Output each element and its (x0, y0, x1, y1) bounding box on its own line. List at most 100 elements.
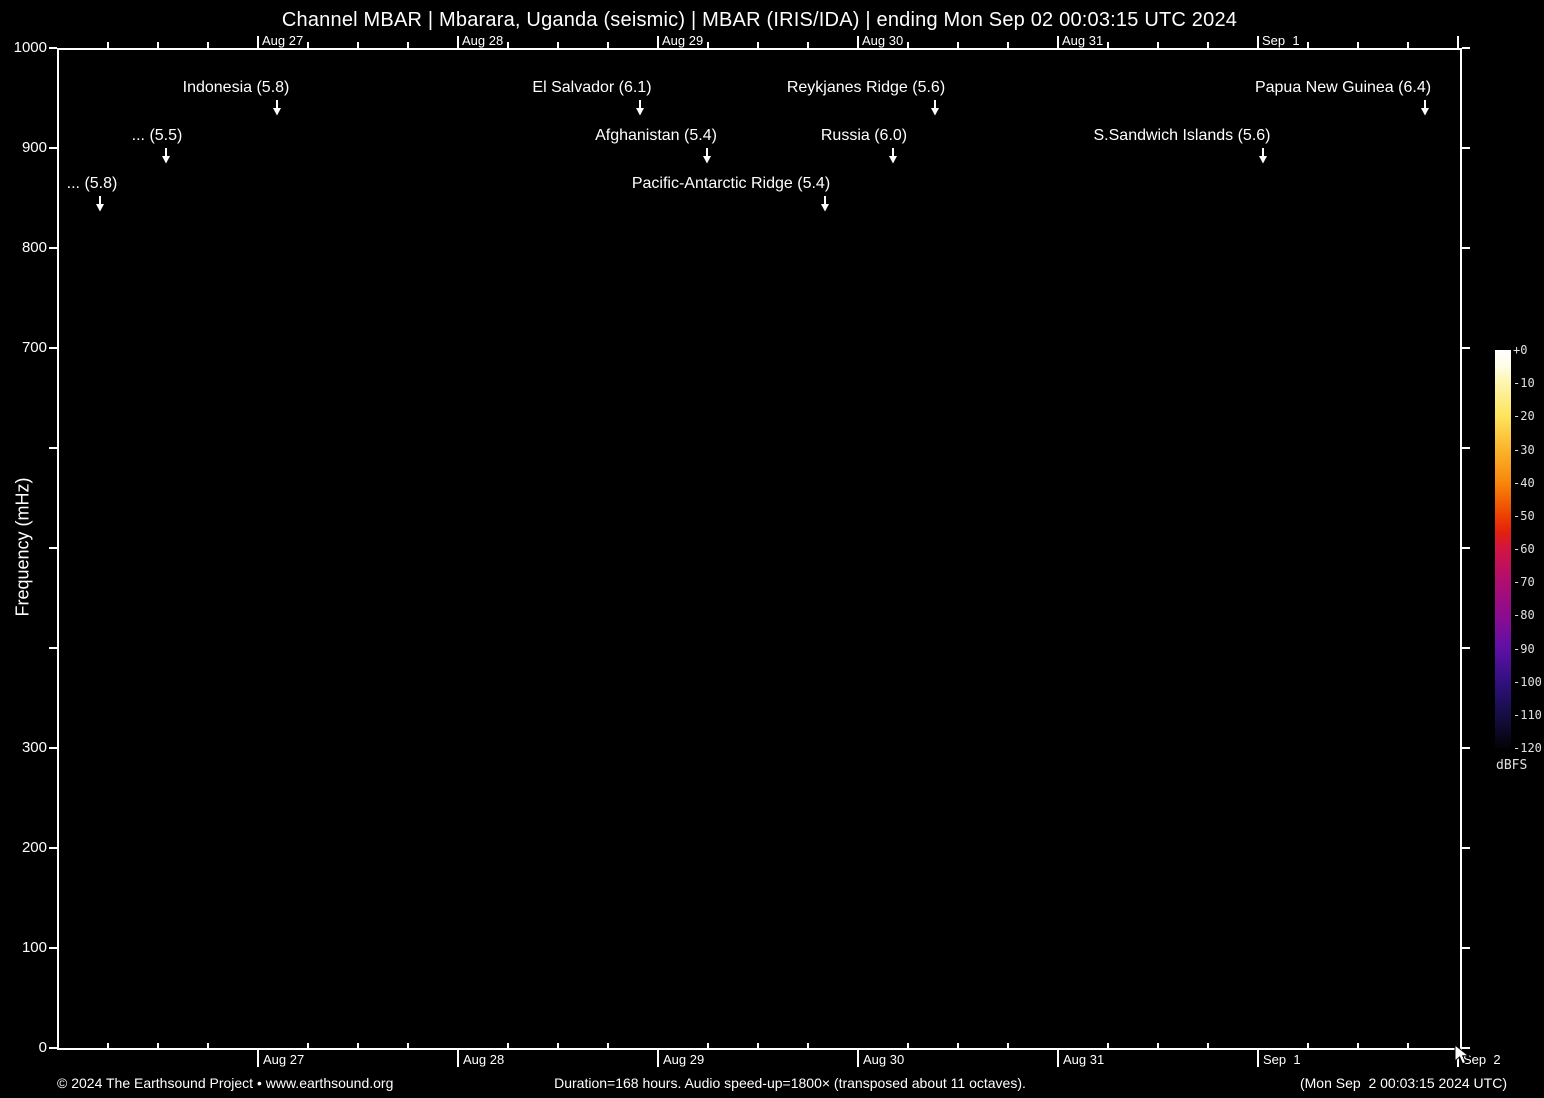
colorbar-tick-label: +0 (1513, 343, 1528, 357)
x-tick-label-top: Aug 27 (262, 33, 304, 48)
colorbar-unit-label: dBFS (1496, 758, 1528, 773)
y-tick-label: 300 (21, 739, 47, 756)
annotation-label: Russia (6.0) (820, 127, 908, 144)
x-tick-minor-bottom (907, 1043, 909, 1048)
annotation-arrow-down-icon (273, 100, 281, 116)
x-tick-minor-top (707, 42, 709, 48)
x-tick-major-top (457, 36, 459, 48)
y-tick-right (1462, 247, 1470, 249)
x-tick-minor-top (307, 42, 309, 48)
colorbar-tick-label: -100 (1513, 674, 1542, 689)
colorbar-tick-label: -10 (1513, 376, 1535, 391)
y-tick-label: 700 (21, 339, 47, 356)
annotation-label: S.Sandwich Islands (5.6) (1093, 127, 1271, 144)
x-tick-minor-top (607, 42, 609, 48)
y-tick-label: 0 (38, 1039, 47, 1056)
y-tick-left (49, 447, 57, 449)
x-tick-label-bottom: Aug 27 (263, 1052, 305, 1067)
annotation-label: ... (5.8) (66, 175, 118, 192)
x-tick-minor-top (1157, 42, 1159, 48)
x-tick-minor-top (807, 42, 809, 48)
footer-copyright: © 2024 The Earthsound Project • www.eart… (57, 1075, 394, 1091)
x-tick-label-top: Aug 30 (862, 33, 904, 48)
x-tick-minor-top (757, 42, 759, 48)
colorbar-tick-label: -20 (1513, 409, 1535, 424)
x-tick-minor-bottom (157, 1043, 159, 1048)
annotation-label: Reykjanes Ridge (5.6) (786, 79, 946, 96)
colorbar-tick-label: -50 (1513, 508, 1535, 523)
x-tick-label-bottom: Aug 30 (863, 1052, 905, 1067)
x-tick-major-top (857, 36, 859, 48)
y-tick-left (49, 647, 57, 649)
x-tick-minor-top (1007, 42, 1009, 48)
x-tick-label-bottom: Sep 1 (1263, 1052, 1301, 1067)
y-tick-label: 200 (21, 839, 47, 856)
annotation-arrow-down-icon (703, 148, 711, 164)
x-tick-minor-top (507, 42, 509, 48)
annotation-label: ... (5.5) (131, 127, 183, 144)
footer-end-timestamp: (Mon Sep 2 00:03:15 2024 UTC) (1299, 1075, 1507, 1091)
annotation-arrow-down-icon (889, 148, 897, 164)
mouse-cursor-icon (1454, 1044, 1471, 1065)
x-tick-minor-top (1357, 42, 1359, 48)
colorbar-tick-label: -30 (1513, 442, 1535, 457)
y-axis-title: Frequency (mHz) (12, 477, 33, 617)
x-tick-label-top: Aug 28 (462, 33, 504, 48)
annotation-arrow-down-icon (162, 148, 170, 164)
x-tick-major-bottom (1057, 1050, 1059, 1067)
x-tick-minor-bottom (357, 1043, 359, 1048)
annotation-label: Afghanistan (5.4) (595, 127, 717, 144)
annotation-label: Indonesia (5.8) (182, 79, 290, 96)
x-tick-major-top (1057, 36, 1059, 48)
x-tick-minor-bottom (1357, 1043, 1359, 1048)
x-tick-minor-top (1107, 42, 1109, 48)
x-tick-major-top (1457, 36, 1459, 48)
colorbar-tick-label: -90 (1513, 641, 1535, 656)
y-tick-left (49, 247, 57, 249)
y-tick-label: 800 (21, 239, 47, 256)
x-tick-minor-top (157, 42, 159, 48)
x-tick-major-bottom (257, 1050, 259, 1067)
y-tick-left (49, 1047, 57, 1049)
y-tick-left (49, 547, 57, 549)
x-tick-minor-bottom (807, 1043, 809, 1048)
x-tick-minor-top (357, 42, 359, 48)
annotation-label: Papua New Guinea (6.4) (1254, 79, 1432, 96)
x-tick-major-bottom (657, 1050, 659, 1067)
x-tick-minor-bottom (207, 1043, 209, 1048)
x-tick-minor-bottom (1407, 1043, 1409, 1048)
y-tick-right (1462, 1047, 1470, 1049)
x-tick-minor-bottom (1157, 1043, 1159, 1048)
x-tick-minor-top (1307, 42, 1309, 48)
annotation-arrow-down-icon (96, 196, 104, 212)
x-tick-minor-bottom (557, 1043, 559, 1048)
x-tick-major-bottom (457, 1050, 459, 1067)
x-tick-label-top: Sep 1 (1262, 33, 1300, 48)
x-tick-minor-bottom (607, 1043, 609, 1048)
y-tick-right (1462, 747, 1470, 749)
colorbar-tick-label: -60 (1513, 542, 1535, 556)
y-tick-left (49, 947, 57, 949)
colorbar-gradient (1495, 350, 1511, 748)
x-tick-minor-top (207, 42, 209, 48)
x-tick-minor-bottom (1007, 1043, 1009, 1048)
x-tick-minor-bottom (307, 1043, 309, 1048)
x-tick-minor-bottom (707, 1043, 709, 1048)
x-tick-minor-bottom (957, 1043, 959, 1048)
annotation-label: El Salvador (6.1) (532, 79, 652, 96)
colorbar-tick-label: -40 (1513, 475, 1535, 490)
y-tick-right (1462, 47, 1470, 49)
y-tick-right (1462, 947, 1470, 949)
x-tick-minor-bottom (757, 1043, 759, 1048)
x-tick-minor-top (1207, 42, 1209, 48)
x-tick-minor-bottom (1107, 1043, 1109, 1048)
y-tick-label: 100 (21, 939, 47, 956)
annotation-arrow-down-icon (636, 100, 644, 116)
x-tick-major-top (257, 36, 259, 48)
x-tick-major-bottom (857, 1050, 859, 1067)
x-tick-minor-top (1407, 42, 1409, 48)
y-tick-label: 900 (21, 139, 47, 156)
y-tick-left (49, 747, 57, 749)
x-tick-major-bottom (1257, 1050, 1259, 1067)
